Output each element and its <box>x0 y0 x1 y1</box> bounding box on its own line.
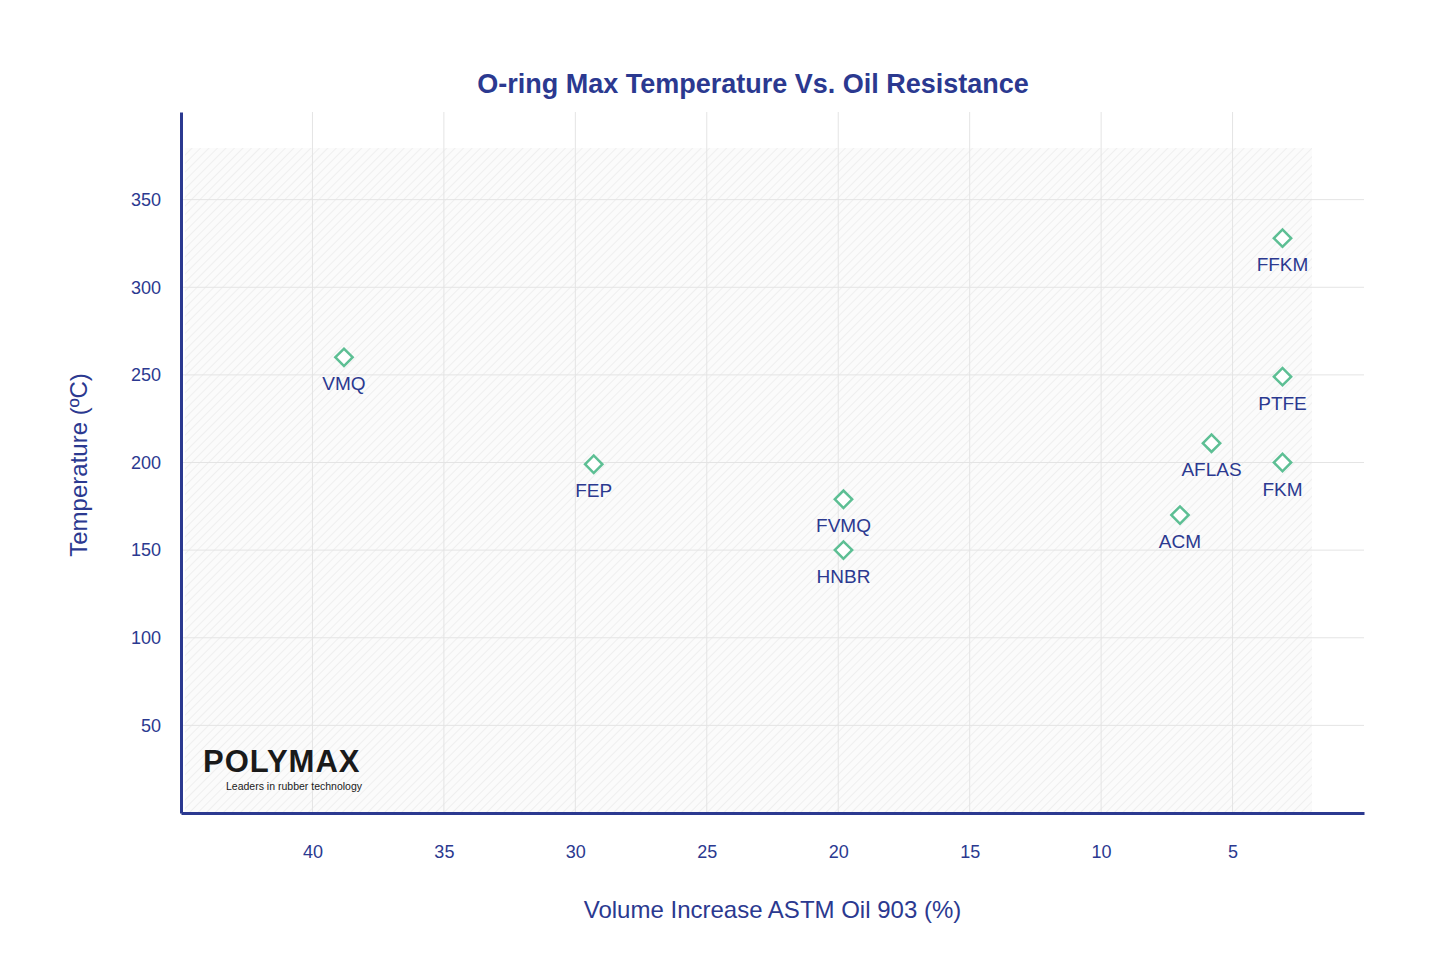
logo-text: POLYMAX <box>203 744 360 779</box>
tick: 100 <box>131 628 181 648</box>
tick: 300 <box>131 278 181 298</box>
axis-line <box>182 812 1365 815</box>
tick-label: 200 <box>131 453 161 473</box>
grid-line <box>706 112 707 813</box>
point-label: FKM <box>1262 479 1302 500</box>
logo: POLYMAXLeaders in rubber technology <box>203 744 363 792</box>
plot-background <box>185 148 1312 813</box>
logo-tagline: Leaders in rubber technology <box>226 780 363 792</box>
tick: 10 <box>1092 813 1112 862</box>
point <box>1203 435 1220 452</box>
tick: 20 <box>829 813 849 862</box>
tick-label: 250 <box>131 365 161 385</box>
grid-line <box>1101 112 1102 813</box>
tick: 5 <box>1228 813 1238 862</box>
grid <box>181 112 1364 813</box>
point-label: FFKM <box>1257 254 1309 275</box>
point-label: HNBR <box>817 566 871 587</box>
tick-label: 5 <box>1228 842 1238 862</box>
chart: 40 35 30 25 20 15 10 5 50 100 150 200 250 300 350 VMQ FE… <box>0 0 1449 963</box>
point-label: FEP <box>575 480 612 501</box>
point-label: VMQ <box>322 373 365 394</box>
point <box>1274 230 1291 247</box>
grid-line <box>575 112 576 813</box>
y-axis-title: Temperature (ºC) <box>65 373 92 556</box>
grid-line <box>443 112 444 813</box>
tick-label: 50 <box>141 716 161 736</box>
tick: 25 <box>697 813 717 862</box>
tick-label: 15 <box>960 842 980 862</box>
tick-label: 25 <box>697 842 717 862</box>
axis-line <box>180 113 183 814</box>
tick-label: 350 <box>131 190 161 210</box>
x-axis-title: Volume Increase ASTM Oil 903 (%) <box>584 896 961 923</box>
tick-label: 150 <box>131 540 161 560</box>
tick: 350 <box>131 190 181 210</box>
point <box>835 541 852 558</box>
grid-line <box>838 112 839 813</box>
title: O-ring Max Temperature Vs. Oil Resistanc… <box>477 69 1029 99</box>
tick-label: 40 <box>303 842 323 862</box>
y-axis: 50 100 150 200 250 300 350 <box>131 113 182 814</box>
point <box>1274 454 1291 471</box>
grid-line <box>181 287 1364 288</box>
tick: 15 <box>960 813 980 862</box>
point <box>1171 506 1188 523</box>
grid-line <box>181 725 1364 726</box>
point-label: AFLAS <box>1181 459 1241 480</box>
tick-label: 30 <box>566 842 586 862</box>
tick: 50 <box>141 716 181 736</box>
tick: 150 <box>131 540 181 560</box>
x-axis: 40 35 30 25 20 15 10 5 <box>182 813 1365 862</box>
point <box>835 491 852 508</box>
tick-label: 20 <box>829 842 849 862</box>
point-label: PTFE <box>1258 393 1307 414</box>
tick: 200 <box>131 453 181 473</box>
tick-label: 300 <box>131 278 161 298</box>
tick: 40 <box>303 813 323 862</box>
tick-label: 35 <box>434 842 454 862</box>
grid-line <box>181 637 1364 638</box>
tick: 250 <box>131 365 181 385</box>
tick-label: 10 <box>1092 842 1112 862</box>
tick-label: 100 <box>131 628 161 648</box>
point-labels: VMQ FEP FVMQ HNBR ACM AFLAS FFKM PTFE FKM <box>322 254 1308 587</box>
point <box>335 349 352 366</box>
point <box>1274 368 1291 385</box>
grid-line <box>969 112 970 813</box>
grid-line <box>181 199 1364 200</box>
grid-line <box>312 112 313 813</box>
point-label: ACM <box>1159 531 1201 552</box>
point-label: FVMQ <box>816 515 871 536</box>
tick: 30 <box>566 813 586 862</box>
points <box>335 230 1291 559</box>
point <box>585 456 602 473</box>
tick: 35 <box>434 813 454 862</box>
